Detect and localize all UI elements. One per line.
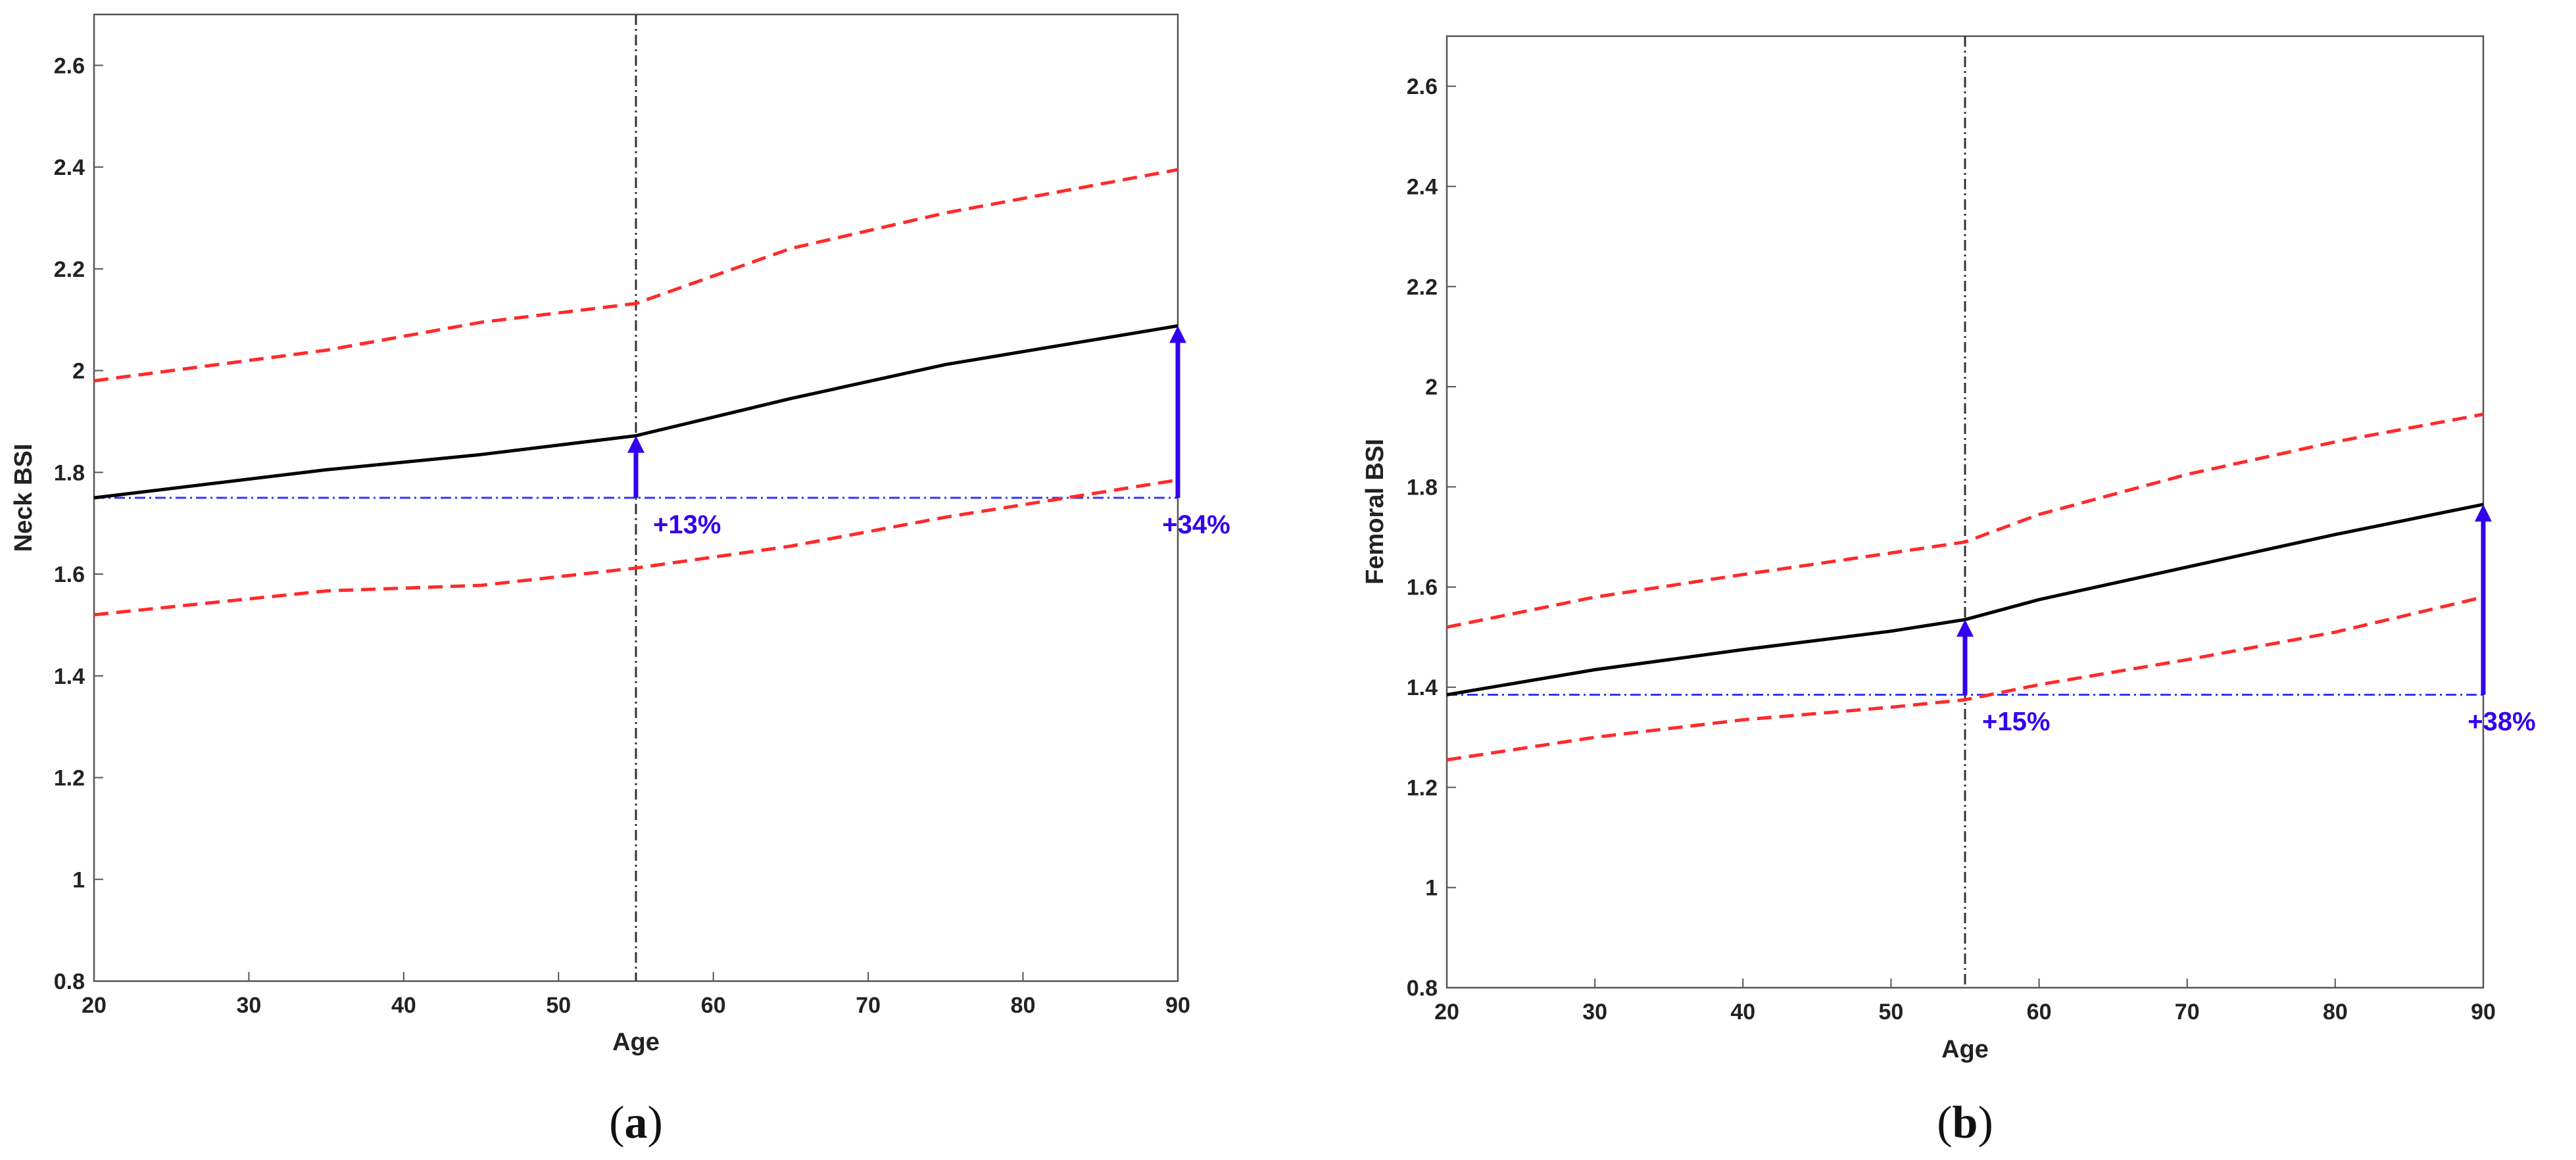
y-tick-label: 1.6 [1407,575,1438,600]
y-tick-label: 1 [1425,876,1438,901]
arrow-head [1956,619,1974,637]
x-tick-label: 30 [1582,1000,1607,1025]
x-tick-label: 40 [391,993,416,1018]
arrow-group: +15% +38% [1956,504,2536,736]
x-tick-label: 90 [2471,1000,2496,1025]
y-axis-ticks: 0.8 1 1.2 1.4 1.6 1.8 2 2.2 2.4 2.6 [1407,74,1456,1001]
y-tick-label: 2.4 [54,155,85,180]
arrow-head [2475,504,2492,522]
y-axis-label: Neck BSI [10,444,37,552]
x-tick-label: 60 [2027,1000,2052,1025]
x-tick-label: 80 [1011,993,1036,1018]
y-tick-label: 2.2 [1407,275,1438,300]
panel-letter: b [1953,1098,1978,1148]
arrow-group: +13% +34% [627,326,1230,539]
x-axis-label: Age [1941,1036,1989,1063]
y-tick-label: 1.8 [54,460,85,485]
panel-label: (b) [1937,1098,1993,1148]
x-tick-label: 60 [701,993,726,1018]
y-tick-label: 1.2 [1407,775,1438,800]
arrow-head [627,435,644,453]
bound-line [93,168,1179,383]
bound-line [1446,412,2484,629]
y-tick-label: 0.8 [1407,976,1438,1001]
x-tick-label: 50 [546,993,571,1018]
x-tick-label: 50 [1879,1000,1904,1025]
x-axis-label: Age [612,1028,660,1056]
y-tick-label: 1.6 [54,562,85,587]
x-tick-label: 30 [237,993,262,1018]
y-tick-label: 1 [72,867,85,892]
y-tick-label: 2.6 [1407,74,1438,99]
x-tick-label: 20 [82,993,107,1018]
x-tick-label: 40 [1730,1000,1755,1025]
y-tick-label: 0.8 [54,969,85,994]
panel-b: 0.8 1 1.2 1.4 1.6 1.8 2 2.2 2.4 2.6 20 30 40 50 60 70 8… [1361,35,2536,1148]
x-tick-label: 90 [1165,993,1190,1018]
y-tick-label: 1.8 [1407,475,1438,500]
increase-label: +34% [1162,510,1230,539]
y-tick-label: 2.2 [54,257,85,282]
x-axis-ticks: 20 30 40 50 60 70 80 90 [82,972,1190,1018]
x-tick-label: 20 [1434,1000,1459,1025]
reference-lines [1447,36,2483,988]
x-axis-ticks: 20 30 40 50 60 70 80 90 [1434,979,2496,1025]
y-tick-label: 2 [72,359,85,384]
y-axis-ticks: 0.8 1 1.2 1.4 1.6 1.8 2 2.2 2.4 2.6 [54,53,103,994]
panel-letter: a [625,1098,648,1148]
mean-line [93,324,1179,500]
y-tick-label: 2 [1425,375,1438,400]
y-tick-label: 1.4 [54,664,85,689]
y-tick-label: 2.6 [54,53,85,78]
series-group [93,168,1179,617]
increase-label: +38% [2467,707,2535,736]
series-group [1446,412,2484,761]
y-axis-label: Femoral BSI [1361,439,1389,585]
bound-line [1446,595,2484,761]
mean-line [1446,502,2484,696]
x-tick-label: 70 [2175,1000,2200,1025]
arrow-head [1169,326,1186,343]
increase-label: +15% [1982,707,2050,736]
y-tick-label: 2.4 [1407,174,1438,199]
y-tick-label: 1.4 [1407,675,1438,700]
panel-a: 0.8 1 1.2 1.4 1.6 1.8 2 2.2 2.4 2.6 20 30 40 50 60 70 8… [10,13,1230,1148]
increase-label: +13% [653,510,721,539]
y-tick-label: 1.2 [54,766,85,791]
bound-line [93,478,1179,617]
panel-label: (a) [609,1098,663,1148]
x-tick-label: 80 [2323,1000,2348,1025]
x-tick-label: 70 [856,993,881,1018]
